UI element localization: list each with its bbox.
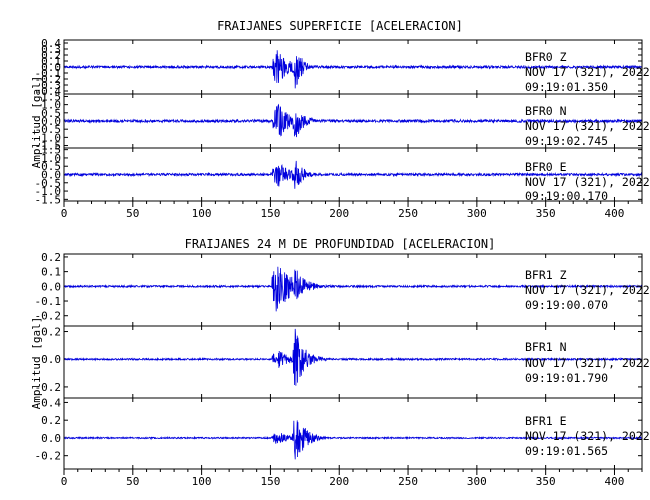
y-tick-label: -1.0: [35, 131, 62, 144]
x-tick-label: 250: [398, 207, 418, 220]
waveform-trace: [63, 420, 643, 460]
y-axis-label-surface: Amplitud [gal]: [30, 76, 43, 169]
y-tick-label: 0.2: [41, 326, 61, 339]
y-tick-label: -1.5: [35, 140, 62, 153]
y-tick-label: -0.1: [35, 295, 62, 308]
trace-date-label: NOV 17 (321), 2022: [525, 65, 650, 79]
trace-station-label: BFR1 E: [525, 414, 567, 428]
x-tick-label: 250: [398, 475, 418, 488]
x-tick-label: 0: [61, 475, 68, 488]
y-tick-label: -0.1: [35, 67, 62, 80]
trace-panel-bfr0-n: -1.5-1.0-0.50.00.51.01.5 BFR0 N NOV 17 (…: [35, 90, 650, 152]
y-tick-label: 0.3: [41, 43, 61, 56]
x-tick-label: 150: [260, 475, 280, 488]
x-tick-label: 350: [536, 207, 556, 220]
x-tick-label: 0: [61, 207, 68, 220]
x-tick-label: 200: [329, 475, 349, 488]
x-tick-label: 100: [192, 207, 212, 220]
x-tick-label: 200: [329, 207, 349, 220]
y-tick-label: -0.4: [35, 85, 62, 98]
y-tick-label: -0.5: [35, 177, 62, 190]
y-tick-label: 0.2: [41, 251, 61, 264]
x-tick-label: 400: [605, 475, 625, 488]
trace-panel-bfr1-z: -0.2 -0.1 0.00.1 0.2 BFR1 Z NOV 17 (321), 2…: [35, 251, 650, 327]
panel-title-surface: FRAIJANES SUPERFICIE [ACELERACION]: [217, 19, 463, 33]
trace-date-label: NOV 17 (321), 2022: [525, 175, 650, 189]
trace-time-label: 09:19:00.170: [525, 189, 608, 203]
y-tick-label: -0.5: [35, 123, 62, 136]
x-axis-surface: 0 50 100 150 200 250 300 350 400: [61, 201, 643, 220]
y-tick-label: 0.1: [41, 266, 61, 279]
panel-surface: FRAIJANES SUPERFICIE [ACELERACION] Ampli…: [30, 19, 650, 220]
y-tick-label: 0.0: [41, 432, 61, 445]
x-axis-depth: 0 50 100 150 200 250 300 350 400: [61, 469, 643, 488]
x-tick-label: 350: [536, 475, 556, 488]
panel-depth: FRAIJANES 24 M DE PROFUNDIDAD [ACELERACI…: [30, 237, 650, 488]
y-tick-label: 0.4: [41, 396, 61, 409]
y-tick-label: -0.2: [35, 450, 62, 463]
trace-date-label: NOV 17 (321), 2022: [525, 356, 650, 370]
trace-date-label: NOV 17 (321), 2022: [525, 429, 650, 443]
y-tick-label: -0.3: [35, 79, 62, 92]
y-tick-label: -0.2: [35, 310, 62, 323]
trace-panel-bfr1-e: -0.20.00.20.4 BFR1 E NOV 17 (321), 2022 …: [35, 396, 650, 470]
trace-station-label: BFR1 N: [525, 340, 567, 354]
y-tick-label: -1.5: [35, 193, 62, 206]
x-tick-label: 300: [467, 475, 487, 488]
y-tick-label: 0.0: [41, 169, 61, 182]
waveform-trace: [63, 160, 643, 189]
y-tick-label: 0.0: [41, 280, 61, 293]
y-tick-label: 0.2: [41, 414, 61, 427]
y-tick-label: 0.1: [41, 55, 61, 68]
waveform-trace: [63, 328, 643, 386]
x-tick-label: 50: [126, 475, 139, 488]
y-tick-label: -1.0: [35, 185, 62, 198]
waveform-trace: [63, 266, 643, 312]
trace-station-label: BFR0 N: [525, 104, 567, 118]
trace-date-label: NOV 17 (321), 2022: [525, 119, 650, 133]
x-tick-label: 400: [605, 207, 625, 220]
x-tick-label: 100: [192, 475, 212, 488]
y-tick-label: -0.2: [35, 73, 62, 86]
trace-time-label: 09:19:01.350: [525, 80, 608, 94]
y-tick-label: -0.2: [35, 381, 62, 394]
y-tick-label: 0.5: [41, 160, 61, 173]
trace-time-label: 09:19:01.790: [525, 371, 608, 385]
y-tick-label: 0.0: [41, 61, 61, 74]
waveform-trace: [63, 103, 643, 138]
y-tick-label: 1.5: [41, 144, 61, 157]
trace-panel-bfr1-n: -0.2 0.0 0.2 BFR1 N NOV 17 (321), 2022 09:…: [35, 325, 650, 399]
panel-title-depth: FRAIJANES 24 M DE PROFUNDIDAD [ACELERACI…: [185, 237, 496, 251]
trace-time-label: 09:19:00.070: [525, 298, 608, 312]
y-tick-label: 0.0: [41, 115, 61, 128]
waveform-trace: [63, 50, 643, 89]
trace-panel-bfr0-e: -1.5-1.0-0.50.00.51.01.5 BFR0 E NOV 17 (…: [35, 144, 650, 207]
y-tick-label: 0.0: [41, 353, 61, 366]
y-axis-label-depth: Amplitud [gal]: [30, 317, 43, 410]
trace-station-label: BFR1 Z: [525, 268, 567, 282]
trace-time-label: 09:19:01.565: [525, 444, 608, 458]
trace-date-label: NOV 17 (321), 2022: [525, 283, 650, 297]
trace-time-label: 09:19:02.745: [525, 134, 608, 148]
y-tick-label: 0.4: [41, 37, 61, 50]
trace-station-label: BFR0 E: [525, 160, 567, 174]
trace-panel-bfr0-z: -0.4-0.3-0.2-0.10.00.10.20.30.4 BFR0 Z N…: [35, 37, 650, 98]
y-tick-label: 1.0: [41, 152, 61, 165]
y-tick-label: 1.5: [41, 90, 61, 103]
x-tick-label: 150: [260, 207, 280, 220]
x-tick-label: 300: [467, 207, 487, 220]
y-tick-label: 0.2: [41, 49, 61, 62]
y-tick-label: 0.5: [41, 107, 61, 120]
x-tick-label: 50: [126, 207, 139, 220]
trace-station-label: BFR0 Z: [525, 50, 567, 64]
y-tick-label: 1.0: [41, 99, 61, 112]
